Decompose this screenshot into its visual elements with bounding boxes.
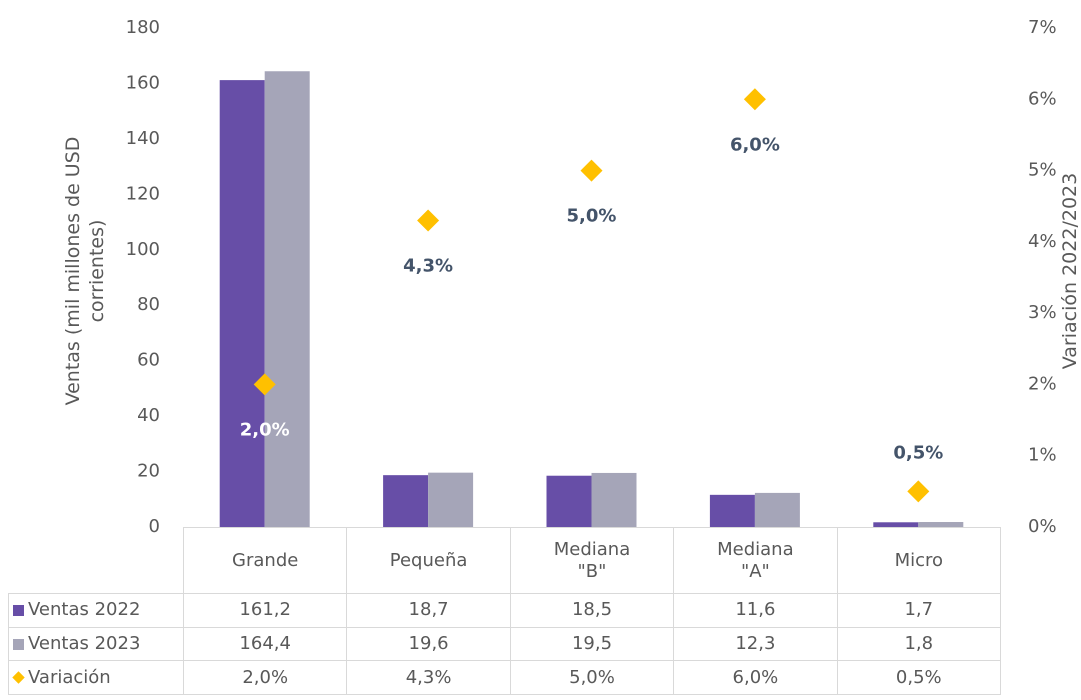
legend-cell: Variación bbox=[8, 660, 184, 696]
data-label: 6,0% bbox=[730, 134, 780, 155]
table-value: 5,0% bbox=[509, 660, 675, 696]
table-value: 2,0% bbox=[183, 660, 348, 696]
bar bbox=[546, 475, 592, 527]
table-value: 164,4 bbox=[183, 626, 348, 662]
y2-tick-label: 6% bbox=[1028, 88, 1057, 109]
category-cell: Mediana "B" bbox=[509, 527, 675, 594]
table-value: 19,6 bbox=[346, 626, 511, 662]
table-value: 4,3% bbox=[346, 660, 511, 696]
bar bbox=[428, 472, 474, 527]
legend-marker bbox=[13, 604, 24, 616]
y2-tick-label: 4% bbox=[1028, 231, 1057, 252]
table-value: 11,6 bbox=[673, 593, 838, 628]
y-tick-label: 0 bbox=[149, 516, 160, 537]
table-value: 0,5% bbox=[836, 660, 1001, 696]
bar bbox=[709, 494, 755, 527]
y2-axis-title: Variación 2022/2023 bbox=[1059, 172, 1081, 370]
category-cell: Grande bbox=[183, 527, 348, 594]
y2-tick-label: 2% bbox=[1028, 373, 1057, 394]
y-tick-label: 80 bbox=[137, 294, 160, 315]
table-value: 6,0% bbox=[673, 660, 838, 696]
category-cell: Micro bbox=[836, 527, 1001, 594]
y-tick-label: 60 bbox=[137, 350, 160, 371]
y-tick-label: 40 bbox=[137, 405, 160, 426]
bar bbox=[873, 522, 919, 527]
category-cell: Pequeña bbox=[346, 527, 511, 594]
y2-tick-label: 5% bbox=[1028, 160, 1057, 181]
table-value: 19,5 bbox=[509, 626, 675, 662]
y-tick-label: 20 bbox=[137, 461, 160, 482]
legend-cell: Ventas 2023 bbox=[8, 626, 184, 662]
marker bbox=[907, 480, 930, 503]
y-tick-label: 140 bbox=[126, 128, 160, 149]
legend-marker bbox=[13, 638, 24, 650]
marker bbox=[253, 373, 276, 396]
marker bbox=[743, 88, 766, 111]
data-label: 0,5% bbox=[893, 442, 943, 463]
data-label: 4,3% bbox=[403, 255, 453, 276]
category-cell: Mediana "A" bbox=[673, 527, 838, 594]
y-tick-label: 160 bbox=[126, 72, 160, 93]
table-value: 161,2 bbox=[183, 593, 348, 628]
y2-tick-label: 7% bbox=[1028, 17, 1057, 38]
bar bbox=[264, 71, 310, 527]
y-tick-label: 180 bbox=[126, 17, 160, 38]
data-label: 5,0% bbox=[567, 206, 617, 227]
bar bbox=[754, 492, 800, 527]
legend-marker bbox=[12, 671, 25, 684]
marker bbox=[580, 159, 603, 182]
table-value: 18,5 bbox=[509, 593, 675, 628]
table-value: 12,3 bbox=[673, 626, 838, 662]
table-value: 18,7 bbox=[346, 593, 511, 628]
bar bbox=[383, 475, 429, 527]
y2-tick-label: 3% bbox=[1028, 302, 1057, 323]
bar bbox=[591, 472, 637, 527]
table-value: 1,7 bbox=[836, 593, 1001, 628]
y2-tick-label: 1% bbox=[1028, 445, 1057, 466]
bar bbox=[219, 80, 265, 528]
y-axis-title: Ventas (mil millones de USD corrientes) bbox=[62, 136, 108, 406]
bar bbox=[918, 522, 964, 527]
table-value: 1,8 bbox=[836, 626, 1001, 662]
legend-cell: Ventas 2022 bbox=[8, 593, 184, 628]
legend-label: Variación bbox=[28, 666, 111, 688]
y2-tick-label: 0% bbox=[1028, 516, 1057, 537]
y-tick-label: 120 bbox=[126, 183, 160, 204]
legend-label: Ventas 2023 bbox=[28, 633, 141, 655]
legend-label: Ventas 2022 bbox=[28, 599, 141, 621]
marker bbox=[417, 209, 440, 232]
data-label: 2,0% bbox=[240, 419, 290, 440]
y-tick-label: 100 bbox=[126, 239, 160, 260]
